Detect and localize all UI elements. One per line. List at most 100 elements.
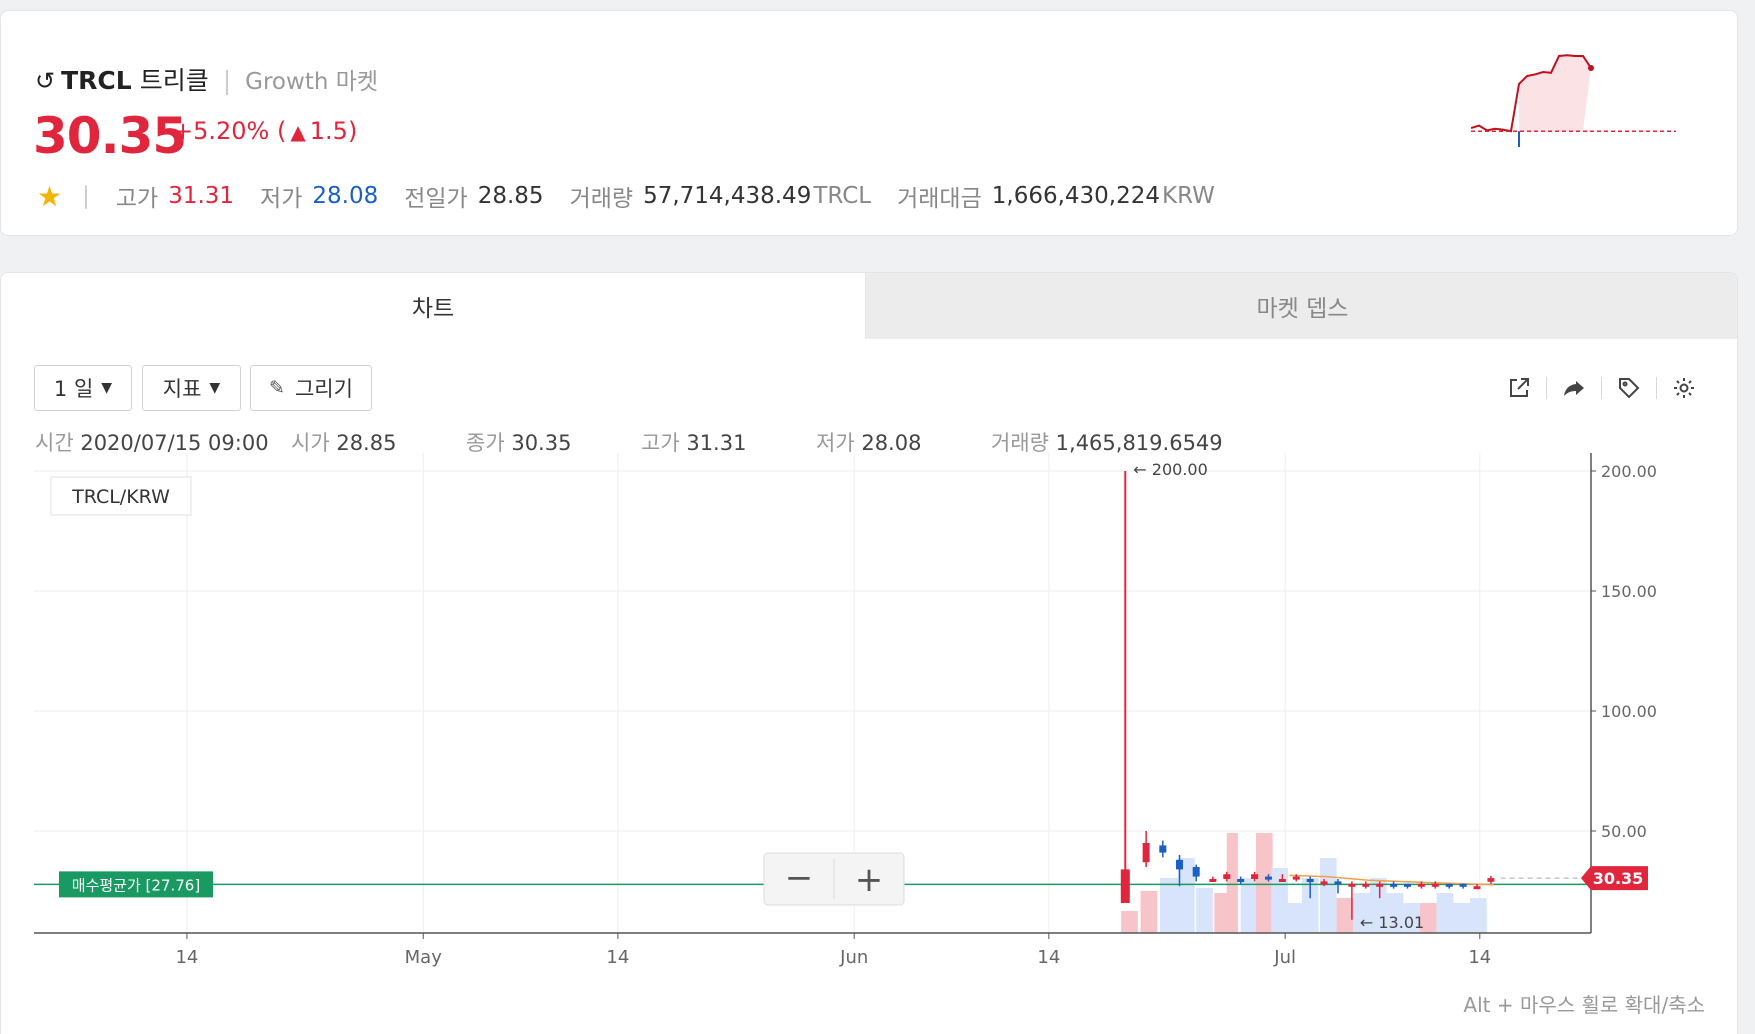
volume-unit: TRCL <box>813 183 872 209</box>
candle <box>1142 831 1150 867</box>
price-stats: ★ | 고가 31.31 저가 28.08 전일가 28.85 거래량 57,7… <box>37 179 1241 213</box>
candle <box>1192 864 1200 882</box>
average-price-label-text: 매수평균가 [27.76] <box>72 876 200 894</box>
volume-bar <box>1386 893 1404 933</box>
candle <box>1417 881 1425 889</box>
candle-body <box>1334 881 1342 885</box>
favorite-star-icon[interactable]: ★ <box>37 179 63 213</box>
candle-body <box>1251 874 1259 879</box>
candle <box>1223 871 1231 882</box>
candle <box>1431 881 1439 889</box>
volume-bar <box>1286 903 1304 933</box>
candle <box>1362 881 1370 889</box>
toolbar-divider <box>1656 377 1657 399</box>
candle-body <box>1445 883 1453 887</box>
max-price-annotation: ← 200.00 <box>1133 460 1207 479</box>
volume-value: 57,714,438.49 <box>643 183 812 209</box>
y-tick-label: 100.00 <box>1601 702 1657 721</box>
change-paren-open: ( <box>277 117 287 145</box>
volume-bar <box>1403 903 1421 933</box>
toolbar-divider <box>1546 377 1547 399</box>
y-tick-label: 50.00 <box>1601 822 1647 841</box>
last-price-badge: 30.35 <box>1581 866 1648 891</box>
y-tick-label: 150.00 <box>1601 582 1657 601</box>
tab-chart[interactable]: 차트 <box>1 273 865 339</box>
caret-down-icon: ▼ <box>209 380 221 396</box>
average-price-label-bg <box>59 871 213 898</box>
current-price: 30.35 <box>33 107 187 165</box>
moving-average-line <box>1289 874 1494 886</box>
candle <box>1292 874 1300 882</box>
ohlc-low-value: 28.08 <box>861 431 922 455</box>
volume-bar <box>1301 878 1319 933</box>
open-external-icon[interactable] <box>1500 369 1538 407</box>
candle <box>1459 883 1467 889</box>
average-price-label: 매수평균가 [27.76] <box>59 871 213 898</box>
zoom-control: − + <box>763 852 905 906</box>
volume-label: 거래량 <box>569 186 634 212</box>
ohlc-close: 종가 30.35 <box>466 427 571 457</box>
low-label: 저가 <box>260 186 303 212</box>
symbol-separator: | <box>222 66 232 95</box>
zoom-out-button[interactable]: − <box>785 858 814 898</box>
volume-bar <box>1160 878 1179 933</box>
pair-label: TRCL/KRW <box>50 476 192 516</box>
candle-body <box>1142 843 1150 863</box>
candle <box>1445 883 1453 889</box>
ohlc-volume-label: 거래량 <box>991 431 1049 455</box>
draw-label: 그리기 <box>294 377 353 401</box>
ohlc-time: 시간 2020/07/15 09:00 <box>35 427 269 457</box>
candle <box>1334 879 1342 894</box>
ohlc-open-label: 시가 <box>291 431 330 455</box>
candle-body <box>1431 883 1439 887</box>
candle <box>1209 876 1217 882</box>
min-price-annotation: ← 13.01 <box>1360 913 1424 932</box>
share-arrow-icon[interactable] <box>1555 369 1593 407</box>
candle-body <box>1159 845 1167 853</box>
trade-amount-value: 1,666,430,224 <box>991 183 1161 209</box>
price-sparkline <box>1471 54 1676 147</box>
candle-body <box>1390 883 1398 887</box>
pair-label-text: TRCL/KRW <box>71 486 170 508</box>
tag-icon[interactable] <box>1610 369 1648 407</box>
volume-bar <box>1470 898 1487 933</box>
symbol-row: ↺ TRCL 트리클 | Growth 마켓 <box>35 61 378 97</box>
candle <box>1159 840 1167 858</box>
up-triangle-icon: ▲ <box>290 120 306 144</box>
volume-bar <box>1226 833 1238 933</box>
gear-icon[interactable] <box>1665 369 1703 407</box>
volume-bar <box>1336 898 1354 933</box>
symbol-name: 트리클 <box>139 66 209 95</box>
x-tick-label: May <box>405 947 443 968</box>
period-dropdown[interactable]: 1 일 ▼ <box>34 365 132 411</box>
tab-market-depth[interactable]: 마켓 뎁스 <box>865 273 1737 339</box>
zoom-hint: Alt + 마우스 휠로 확대/축소 <box>1463 993 1705 1017</box>
indicator-label: 지표 <box>162 377 202 401</box>
candle-body <box>1473 886 1481 890</box>
volume-bar <box>1271 868 1288 933</box>
pencil-icon: ✎ <box>269 377 285 399</box>
volume-bar <box>1353 893 1370 933</box>
last-price-badge-text: 30.35 <box>1593 869 1644 888</box>
y-tick-label: 200.00 <box>1601 462 1657 481</box>
candle <box>1251 871 1259 882</box>
ohlc-high-label: 고가 <box>641 431 680 455</box>
zoom-in-button[interactable]: + <box>855 860 884 900</box>
trade-amount-unit: KRW <box>1162 183 1215 209</box>
volume-bar <box>1140 891 1158 933</box>
candlestick-chart[interactable]: 200.00 150.00 100.00 50.00 14 May 14 Jun 14 Jul 14… <box>1 453 1738 973</box>
draw-button[interactable]: ✎ 그리기 <box>250 365 372 411</box>
candle <box>1306 876 1314 899</box>
ohlc-open: 시가 28.85 <box>291 427 396 457</box>
candle-body <box>1176 859 1184 870</box>
candle-body <box>1192 867 1200 877</box>
indicator-dropdown[interactable]: 지표 ▼ <box>142 365 241 411</box>
candle <box>1473 883 1481 890</box>
volume-bar <box>1369 878 1387 933</box>
volume-bar <box>1255 833 1273 933</box>
candle <box>1264 874 1272 882</box>
sparkline-line <box>1471 54 1592 133</box>
volume-bar <box>1319 858 1337 933</box>
last-price-badge-bg <box>1581 866 1648 891</box>
stats-divider: | <box>82 183 90 209</box>
